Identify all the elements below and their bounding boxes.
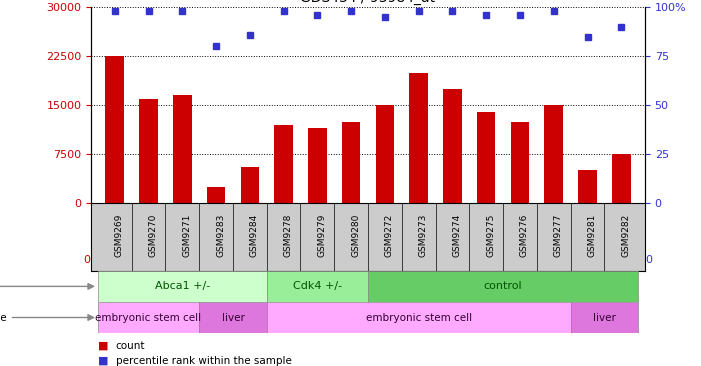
- Text: GSM9275: GSM9275: [486, 213, 495, 257]
- Bar: [266, 271, 368, 302]
- Title: GDS434 / 93984_at: GDS434 / 93984_at: [301, 0, 435, 5]
- Text: Cdk4 +/-: Cdk4 +/-: [293, 281, 342, 291]
- Bar: [105, 56, 124, 203]
- Text: ■: ■: [98, 355, 109, 366]
- Text: embryonic stem cell: embryonic stem cell: [95, 313, 202, 322]
- Text: GSM9283: GSM9283: [216, 213, 225, 257]
- Bar: [240, 167, 259, 203]
- Bar: [443, 89, 462, 203]
- Text: GSM9281: GSM9281: [587, 213, 597, 257]
- Bar: [477, 112, 496, 203]
- Text: cell type: cell type: [0, 313, 93, 322]
- Text: liver: liver: [222, 313, 245, 322]
- Bar: [578, 171, 597, 203]
- Bar: [274, 125, 293, 203]
- Text: GSM9270: GSM9270: [149, 213, 158, 257]
- Text: Abca1 +/-: Abca1 +/-: [155, 281, 210, 291]
- Bar: [173, 96, 191, 203]
- Bar: [409, 72, 428, 203]
- Text: count: count: [116, 341, 145, 351]
- Text: 0: 0: [646, 255, 653, 265]
- Bar: [342, 122, 360, 203]
- Bar: [207, 187, 225, 203]
- Text: embryonic stem cell: embryonic stem cell: [366, 313, 472, 322]
- Bar: [98, 271, 266, 302]
- Text: GSM9271: GSM9271: [182, 213, 191, 257]
- Bar: [612, 154, 631, 203]
- Bar: [199, 302, 266, 333]
- Text: ■: ■: [98, 341, 109, 351]
- Text: GSM9280: GSM9280: [351, 213, 360, 257]
- Bar: [308, 128, 327, 203]
- Text: GSM9272: GSM9272: [385, 213, 394, 257]
- Text: percentile rank within the sample: percentile rank within the sample: [116, 355, 292, 366]
- Bar: [98, 302, 199, 333]
- Text: GSM9284: GSM9284: [250, 213, 259, 257]
- Text: GSM9279: GSM9279: [318, 213, 327, 257]
- Text: GSM9273: GSM9273: [418, 213, 428, 257]
- Text: genotype/variation: genotype/variation: [0, 281, 93, 291]
- Bar: [545, 105, 563, 203]
- Text: GSM9278: GSM9278: [284, 213, 292, 257]
- Text: GSM9282: GSM9282: [621, 213, 630, 257]
- Text: GSM9276: GSM9276: [520, 213, 529, 257]
- Text: GSM9274: GSM9274: [452, 213, 461, 257]
- Bar: [511, 122, 529, 203]
- Text: 0: 0: [83, 255, 90, 265]
- Bar: [376, 105, 394, 203]
- Text: GSM9277: GSM9277: [554, 213, 563, 257]
- Bar: [368, 271, 638, 302]
- Bar: [266, 302, 571, 333]
- Text: GSM9269: GSM9269: [115, 213, 124, 257]
- Bar: [571, 302, 638, 333]
- Text: control: control: [484, 281, 522, 291]
- Text: liver: liver: [593, 313, 616, 322]
- Bar: [139, 99, 158, 203]
